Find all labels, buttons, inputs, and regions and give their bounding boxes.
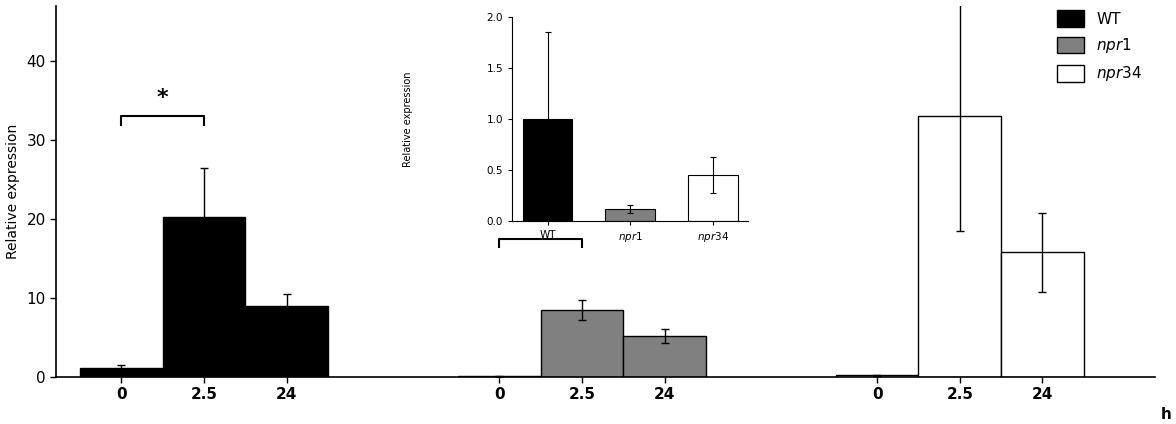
Text: h: h <box>1161 407 1171 422</box>
Bar <box>457 376 541 377</box>
Bar <box>541 310 623 377</box>
Bar <box>1001 252 1084 377</box>
Text: *: * <box>156 88 168 108</box>
Bar <box>246 306 328 377</box>
Bar <box>623 336 706 377</box>
Bar <box>836 376 918 377</box>
Legend: WT, $\it{npr1}$, $\it{npr34}$: WT, $\it{npr1}$, $\it{npr34}$ <box>1053 6 1147 88</box>
Y-axis label: Relative expression: Relative expression <box>6 124 20 259</box>
Bar <box>162 217 246 377</box>
Bar <box>80 368 162 377</box>
Text: *: * <box>535 211 547 231</box>
Bar <box>918 116 1001 377</box>
